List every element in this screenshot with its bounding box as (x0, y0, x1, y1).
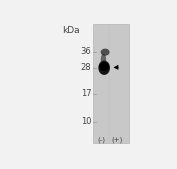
Text: (+): (+) (112, 137, 123, 143)
Ellipse shape (98, 61, 110, 75)
Ellipse shape (99, 62, 109, 71)
Text: kDa: kDa (62, 26, 80, 35)
Text: 17: 17 (81, 89, 91, 98)
Text: (-): (-) (97, 137, 105, 143)
Ellipse shape (101, 49, 110, 56)
Text: 10: 10 (81, 117, 91, 126)
Text: 28: 28 (81, 63, 91, 72)
Text: 36: 36 (81, 47, 91, 56)
Bar (93, 24, 129, 143)
Ellipse shape (101, 54, 106, 66)
